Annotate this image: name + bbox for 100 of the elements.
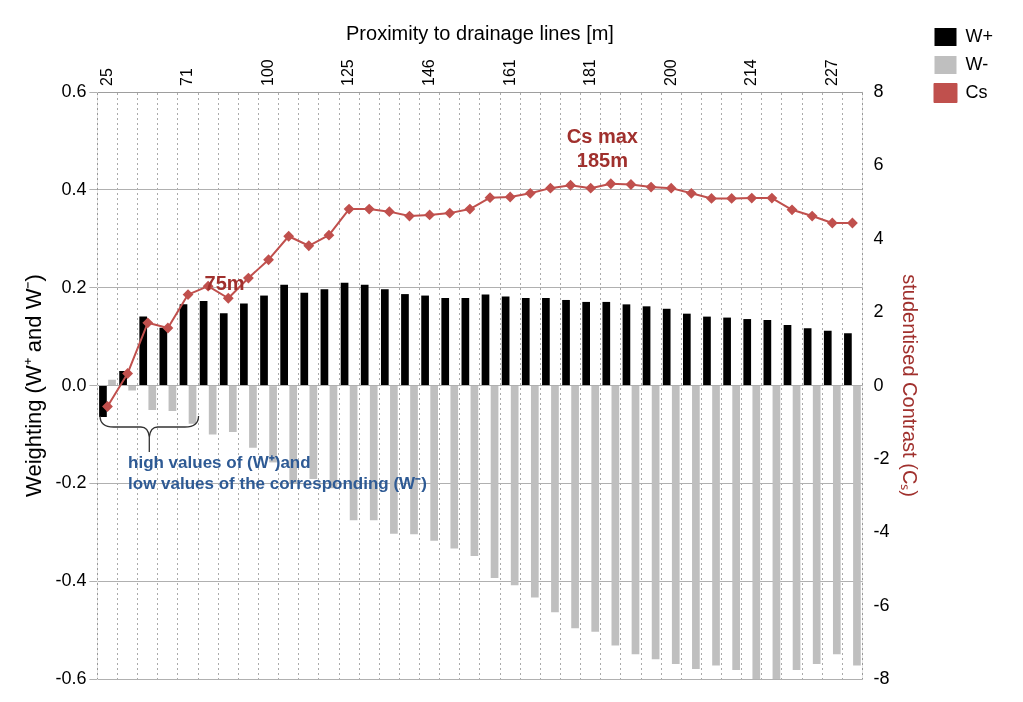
bar bbox=[168, 386, 177, 412]
x-tick-label: 71 bbox=[178, 68, 196, 86]
bar bbox=[662, 308, 671, 386]
bar bbox=[783, 324, 792, 386]
point bbox=[485, 192, 496, 203]
bar bbox=[530, 386, 539, 598]
point bbox=[243, 273, 254, 284]
bar bbox=[249, 386, 257, 448]
point bbox=[102, 401, 113, 412]
bar bbox=[441, 298, 450, 386]
x-tick-label: 146 bbox=[420, 59, 438, 86]
bar bbox=[712, 386, 720, 666]
x-tick-label: 227 bbox=[822, 59, 840, 86]
x-tick-label: 214 bbox=[742, 59, 760, 86]
point bbox=[525, 188, 536, 199]
y-tick-label: 0.4 bbox=[61, 178, 87, 199]
y-tick-label: 0.6 bbox=[61, 80, 87, 101]
bar bbox=[481, 294, 490, 386]
bar bbox=[622, 304, 631, 386]
bar bbox=[631, 386, 640, 655]
bar bbox=[510, 386, 519, 586]
y-tick-label: -0.4 bbox=[55, 570, 87, 591]
bar bbox=[208, 386, 217, 435]
point bbox=[807, 211, 818, 222]
y2-tick-label: -2 bbox=[873, 447, 890, 468]
y-axis-title: Weighting (W⁺ and W⁻) bbox=[21, 274, 47, 497]
bar bbox=[128, 386, 136, 391]
point bbox=[183, 289, 194, 300]
point bbox=[625, 179, 636, 190]
point bbox=[142, 317, 153, 328]
point bbox=[766, 193, 777, 204]
bar bbox=[823, 330, 832, 386]
bar bbox=[430, 386, 438, 541]
bar bbox=[803, 328, 812, 386]
x-tick-label: 161 bbox=[500, 59, 518, 86]
bar bbox=[732, 386, 741, 670]
point bbox=[666, 183, 677, 194]
point bbox=[847, 218, 858, 229]
bar bbox=[682, 313, 691, 386]
legend-label: Cs bbox=[965, 81, 988, 102]
point bbox=[303, 240, 314, 251]
y2-tick-label: -6 bbox=[873, 594, 890, 615]
bar bbox=[470, 386, 479, 556]
bar bbox=[148, 386, 157, 411]
bar bbox=[340, 282, 349, 386]
bar bbox=[461, 298, 470, 386]
y2-tick-label: 2 bbox=[873, 301, 884, 322]
y2-tick-label: 0 bbox=[873, 374, 884, 395]
legend-label: W- bbox=[965, 53, 989, 74]
annotation: high values of (W⁺)and low values of the corresponding (W⁻) bbox=[128, 453, 427, 494]
x-tick-label: 25 bbox=[97, 68, 115, 86]
point bbox=[384, 206, 395, 217]
bar bbox=[501, 296, 510, 386]
point bbox=[746, 193, 757, 204]
bar bbox=[844, 333, 852, 386]
bar bbox=[692, 386, 700, 669]
bar bbox=[571, 386, 579, 629]
bar bbox=[743, 319, 752, 386]
bar bbox=[562, 299, 570, 386]
bar bbox=[763, 320, 772, 386]
x-axis-title: Proximity to drainage lines [m] bbox=[346, 21, 614, 44]
bar bbox=[723, 317, 731, 386]
point bbox=[223, 293, 234, 304]
point bbox=[585, 183, 596, 194]
bar bbox=[219, 313, 228, 386]
point bbox=[444, 208, 455, 219]
bar bbox=[853, 386, 861, 666]
bar bbox=[703, 316, 711, 386]
annotation: 75m bbox=[204, 271, 245, 294]
x-tick-label: 200 bbox=[661, 59, 679, 86]
y2-tick-label: 6 bbox=[873, 154, 884, 175]
bar bbox=[199, 300, 208, 386]
point bbox=[323, 230, 334, 241]
point bbox=[122, 368, 133, 379]
bar bbox=[228, 386, 237, 433]
point bbox=[464, 204, 475, 215]
bar bbox=[188, 386, 197, 424]
bar bbox=[642, 306, 651, 386]
y2-tick-label: -8 bbox=[873, 668, 890, 689]
bar bbox=[611, 386, 620, 646]
bar bbox=[542, 298, 550, 386]
y2-axis-title: studentised Contrast (Cₛ) bbox=[898, 274, 921, 497]
point bbox=[686, 188, 697, 199]
bar bbox=[179, 304, 188, 386]
bar bbox=[108, 379, 116, 386]
y-tick-label: -0.2 bbox=[55, 472, 87, 493]
y-tick-label: -0.6 bbox=[55, 668, 87, 689]
bar bbox=[602, 301, 611, 386]
bar bbox=[772, 386, 781, 680]
x-tick-label: 100 bbox=[258, 59, 276, 86]
bar bbox=[591, 386, 600, 632]
bar bbox=[401, 294, 409, 386]
point bbox=[706, 193, 717, 204]
x-tick-label: 181 bbox=[581, 59, 599, 86]
bar bbox=[832, 386, 841, 655]
y-tick-label: 0.2 bbox=[61, 276, 87, 297]
x-tick-label: 125 bbox=[339, 59, 357, 86]
point bbox=[605, 178, 616, 189]
annotation: Cs max 185m bbox=[566, 124, 638, 171]
bar bbox=[360, 284, 369, 386]
